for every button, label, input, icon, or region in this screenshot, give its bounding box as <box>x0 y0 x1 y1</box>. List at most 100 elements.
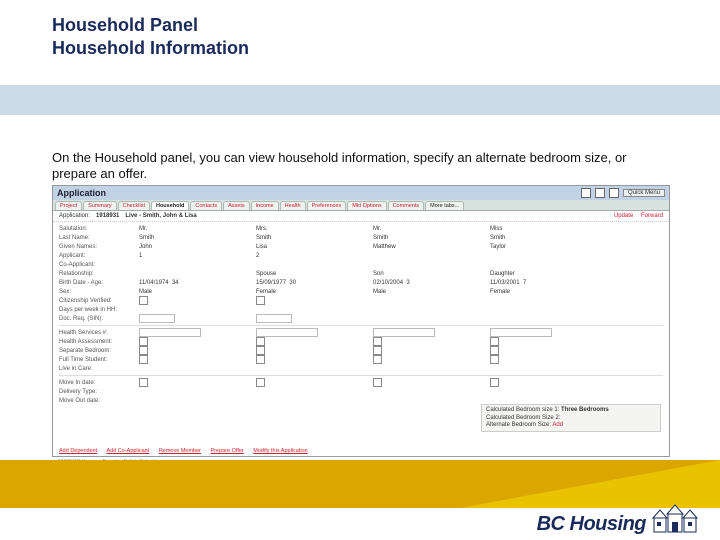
member-0-applicant: 1 <box>139 253 254 259</box>
docs-input-0[interactable] <box>139 314 175 323</box>
health-input-0[interactable] <box>139 328 201 337</box>
logo-text: BC Housing <box>537 514 646 534</box>
header-icon-2[interactable] <box>595 188 605 198</box>
sepbed-checkbox-0[interactable] <box>139 346 148 355</box>
application-status: Live - Smith, John & Lisa <box>125 213 196 219</box>
member-3-rel: Daughter <box>490 271 605 277</box>
modify-application-link[interactable]: Modify this Application <box>253 448 307 454</box>
student-checkbox-3[interactable] <box>490 355 499 364</box>
app-title: Application <box>57 188 106 198</box>
add-coapplicant-link[interactable]: Add Co-Applicant <box>106 448 149 454</box>
bedroom-l2a: Calculated Bedroom Size 2: <box>486 415 560 421</box>
app-footer: Add Dependent Add Co-Applicant Remove Me… <box>59 448 663 454</box>
hassess-checkbox-1[interactable] <box>256 337 265 346</box>
slide-title: Household Panel Household Information <box>52 14 249 59</box>
member-2-rel: Son <box>373 271 488 277</box>
docs-input-1[interactable] <box>256 314 292 323</box>
label-last: Last Name: <box>59 235 137 241</box>
health-input-3[interactable] <box>490 328 552 337</box>
citizen-checkbox-1[interactable] <box>256 296 265 305</box>
tab-project[interactable]: Project <box>55 201 82 210</box>
header-icon-3[interactable] <box>609 188 619 198</box>
tab-contacts[interactable]: Contacts <box>190 201 222 210</box>
bedroom-calc-box: Calculated Bedroom size 1: Three Bedroom… <box>481 404 661 432</box>
member-1-age: 30 <box>289 280 296 286</box>
tab-bar: Project Summary Checklist Household Cont… <box>53 200 669 211</box>
update-link[interactable]: Update <box>614 213 633 219</box>
health-input-1[interactable] <box>256 328 318 337</box>
movein-checkbox-0[interactable] <box>139 378 148 387</box>
health-input-2[interactable] <box>373 328 435 337</box>
member-2-sex: Male <box>373 289 488 295</box>
label-moveout: Move Out date: <box>59 398 137 404</box>
label-delivery: Delivery Type: <box>59 389 137 395</box>
slide-title-line1: Household Panel <box>52 14 249 37</box>
member-1-last: Smith <box>256 235 371 241</box>
body-text: On the Household panel, you can view hou… <box>52 150 668 183</box>
prepare-offer-link[interactable]: Prepare Offer <box>211 448 244 454</box>
tab-more[interactable]: More tabs... <box>425 201 464 210</box>
member-3-age: 7 <box>523 280 526 286</box>
tab-assets[interactable]: Assets <box>223 201 250 210</box>
citizen-checkbox-0[interactable] <box>139 296 148 305</box>
member-2-age: 3 <box>406 280 409 286</box>
sepbed-checkbox-1[interactable] <box>256 346 265 355</box>
member-1-applicant: 2 <box>256 253 371 259</box>
bedroom-add-link[interactable]: Add <box>552 422 563 428</box>
blue-band <box>0 85 720 115</box>
remove-member-link[interactable]: Remove Member <box>159 448 201 454</box>
label-salutation: Salutation: <box>59 226 137 232</box>
label-citizen: Citizenship Verified: <box>59 298 137 304</box>
student-checkbox-0[interactable] <box>139 355 148 364</box>
label-days: Days per week in HH: <box>59 307 137 313</box>
hassess-checkbox-3[interactable] <box>490 337 499 346</box>
label-student: Full Time Student: <box>59 357 137 363</box>
tab-household[interactable]: Household <box>151 201 189 210</box>
movein-checkbox-1[interactable] <box>256 378 265 387</box>
tab-summary[interactable]: Summary <box>83 201 117 210</box>
header-icon-1[interactable] <box>581 188 591 198</box>
tab-health[interactable]: Health <box>280 201 306 210</box>
forward-link[interactable]: Forward <box>641 213 663 219</box>
label-hassess: Health Assessment: <box>59 339 137 345</box>
student-checkbox-1[interactable] <box>256 355 265 364</box>
member-2-given: Matthew <box>373 244 488 250</box>
subheader: Application: 1918931 Live - Smith, John … <box>53 211 669 222</box>
sepbed-checkbox-3[interactable] <box>490 346 499 355</box>
student-checkbox-2[interactable] <box>373 355 382 364</box>
hassess-checkbox-2[interactable] <box>373 337 382 346</box>
movein-checkbox-2[interactable] <box>373 378 382 387</box>
member-0-sal: Mr. <box>139 226 254 232</box>
bedroom-l1b: Three Bedrooms <box>561 407 609 413</box>
member-2-last: Smith <box>373 235 488 241</box>
movein-checkbox-3[interactable] <box>490 378 499 387</box>
member-0-sex: Male <box>139 289 254 295</box>
logo-area: BC Housing <box>537 500 700 534</box>
member-2-dob: 02/10/2004 <box>373 280 403 286</box>
member-3-last: Smith <box>490 235 605 241</box>
member-1-dob: 15/09/1977 <box>256 280 286 286</box>
tab-preferences[interactable]: Preferences <box>307 201 347 210</box>
member-1-sal: Mrs. <box>256 226 371 232</box>
member-2-sal: Mr. <box>373 226 488 232</box>
label-sex: Sex: <box>59 289 137 295</box>
application-screenshot: Application Quick Menu Project Summary C… <box>52 185 670 457</box>
tab-checklist[interactable]: Checklist <box>118 201 150 210</box>
member-1-sex: Female <box>256 289 371 295</box>
bedroom-l3a: Alternate Bedroom Size: <box>486 422 551 428</box>
quick-menu-button[interactable]: Quick Menu <box>623 189 665 197</box>
label-docs: Doc. Req. (SIN): <box>59 316 137 322</box>
label-sep-bed: Separate Bedroom: <box>59 348 137 354</box>
tab-mkt-options[interactable]: Mkt Options <box>347 201 386 210</box>
tab-comments[interactable]: Comments <box>388 201 425 210</box>
label-applicant: Applicant: <box>59 253 137 259</box>
label-movein: Move In date: <box>59 380 137 386</box>
sepbed-checkbox-2[interactable] <box>373 346 382 355</box>
label-health: Health Services #: <box>59 330 137 336</box>
add-dependent-link[interactable]: Add Dependent <box>59 448 97 454</box>
hassess-checkbox-0[interactable] <box>139 337 148 346</box>
tab-income[interactable]: Income <box>251 201 279 210</box>
member-0-age: 34 <box>172 280 179 286</box>
member-1-given: Lisa <box>256 244 371 250</box>
member-0-given: John <box>139 244 254 250</box>
